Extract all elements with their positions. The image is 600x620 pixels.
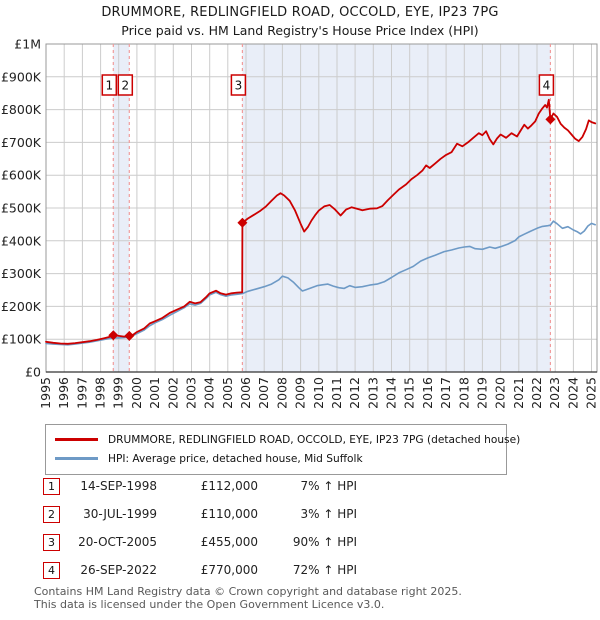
- y-tick-label: £400K: [1, 233, 42, 248]
- license-footer: Contains HM Land Registry data © Crown c…: [34, 585, 462, 611]
- transaction-vs-hpi: 72% ↑ HPI: [292, 563, 357, 577]
- page-subtitle: Price paid vs. HM Land Registry's House …: [121, 23, 479, 38]
- y-tick-label: £1M: [14, 37, 41, 52]
- x-tick-label: 2023: [547, 377, 562, 409]
- hpi-series-line: [45, 220, 597, 346]
- legend-label: HPI: Average price, detached house, Mid …: [108, 452, 363, 465]
- x-tick-label: 2018: [456, 377, 471, 409]
- title-block: DRUMMORE, REDLINGFIELD ROAD, OCCOLD, EYE…: [0, 5, 600, 38]
- x-tick-label: 2024: [565, 377, 580, 409]
- y-tick-label: £100K: [1, 332, 42, 347]
- legend-row: HPI: Average price, detached house, Mid …: [55, 449, 497, 468]
- hpi-series-swatch: [55, 457, 98, 460]
- x-tick-label: 2015: [402, 377, 417, 409]
- y-tick-label: £500K: [1, 201, 42, 216]
- sale-number-label: 1: [105, 79, 113, 93]
- x-tick-label: 2016: [420, 377, 435, 409]
- transaction-date: 26-SEP-2022: [80, 563, 157, 577]
- legend-label: DRUMMORE, REDLINGFIELD ROAD, OCCOLD, EYE…: [108, 433, 521, 446]
- x-tick-label: 2004: [202, 377, 217, 409]
- y-tick-label: £700K: [1, 135, 42, 150]
- y-tick-label: £0: [25, 365, 41, 380]
- x-tick-label: 2013: [365, 377, 380, 409]
- sale-marker: [124, 330, 135, 341]
- x-tick-label: 1995: [38, 377, 53, 409]
- x-tick-label: 1997: [74, 377, 89, 409]
- sale-number-label: 3: [235, 79, 243, 93]
- transaction-price: £770,000: [200, 563, 258, 577]
- transaction-row: 2 30-JUL-1999 £110,000 3% ↑ HPI: [43, 505, 357, 523]
- transaction-price: £110,000: [200, 507, 258, 521]
- y-tick-label: £200K: [1, 299, 42, 314]
- x-tick-label: 1999: [111, 377, 126, 409]
- x-tick-label: 2009: [293, 377, 308, 409]
- price-series-swatch: [55, 438, 98, 441]
- y-tick-label: £900K: [1, 69, 42, 84]
- transaction-vs-hpi: 3% ↑ HPI: [300, 507, 357, 521]
- transaction-price: £455,000: [200, 535, 258, 549]
- x-tick-label: 2001: [147, 377, 162, 409]
- sale-number-box: [230, 74, 247, 96]
- legend-row: DRUMMORE, REDLINGFIELD ROAD, OCCOLD, EYE…: [55, 430, 520, 449]
- x-tick-label: 2010: [311, 377, 326, 409]
- page-title: DRUMMORE, REDLINGFIELD ROAD, OCCOLD, EYE…: [101, 5, 499, 20]
- x-tick-label: 2011: [329, 377, 344, 409]
- transaction-row: 1 14-SEP-1998 £112,000 7% ↑ HPI: [43, 477, 357, 495]
- x-tick-label: 2000: [129, 377, 144, 409]
- x-tick-label: 2003: [184, 377, 199, 409]
- transaction-number-badge: 1: [43, 477, 60, 495]
- price-chart: 1 2 3 4 £0 £100K £200K £300K £400K £500K £600K £700…: [1, 37, 599, 409]
- sale-number-label: 4: [543, 79, 551, 93]
- y-tick-label: £800K: [1, 102, 42, 117]
- x-tick-label: 2021: [511, 377, 526, 409]
- sale-number-box: [117, 74, 134, 96]
- sale-marker: [108, 330, 119, 341]
- y-tick-label: £600K: [1, 168, 42, 183]
- transaction-date: 20-OCT-2005: [78, 535, 157, 549]
- transaction-number-badge: 4: [43, 561, 60, 579]
- x-tick-label: 1998: [93, 377, 108, 409]
- transaction-date: 14-SEP-1998: [80, 479, 157, 493]
- x-tick-label: 2025: [584, 377, 599, 409]
- x-tick-label: 2006: [238, 377, 253, 409]
- y-tick-label: £300K: [1, 266, 42, 281]
- x-tick-label: 2012: [347, 377, 362, 409]
- sale-number-label: 2: [121, 79, 129, 93]
- x-tick-label: 2008: [274, 377, 289, 409]
- transactions-table: 1 14-SEP-1998 £112,000 7% ↑ HPI 2 30-JUL-1999…: [43, 477, 357, 589]
- transaction-row: 4 26-SEP-2022 £770,000 72% ↑ HPI: [43, 561, 357, 579]
- transaction-number-badge: 3: [43, 533, 60, 551]
- sale-number-box: [101, 74, 118, 96]
- chart-legend: DRUMMORE, REDLINGFIELD ROAD, OCCOLD, EYE…: [45, 424, 520, 475]
- footer-line1: Contains HM Land Registry data © Crown c…: [34, 585, 462, 598]
- x-tick-label: 2019: [474, 377, 489, 409]
- x-tick-label: 2002: [165, 377, 180, 409]
- x-tick-label: 2022: [529, 377, 544, 409]
- x-tick-label: 2007: [256, 377, 271, 409]
- x-tick-label: 2014: [384, 377, 399, 409]
- sale-number-box: [538, 74, 555, 96]
- x-tick-label: 1996: [56, 377, 71, 409]
- x-tick-label: 2017: [438, 377, 453, 409]
- transaction-vs-hpi: 7% ↑ HPI: [300, 479, 357, 493]
- transaction-vs-hpi: 90% ↑ HPI: [292, 535, 357, 549]
- sale-marker: [237, 217, 248, 228]
- footer-line2: This data is licensed under the Open Gov…: [34, 598, 385, 611]
- x-tick-label: 2020: [493, 377, 508, 409]
- price-series-line: [45, 98, 597, 345]
- transaction-number-badge: 2: [43, 505, 60, 523]
- x-tick-label: 2005: [220, 377, 235, 409]
- sale-marker: [545, 114, 556, 125]
- transaction-row: 3 20-OCT-2005 £455,000 90% ↑ HPI: [43, 533, 357, 551]
- transaction-price: £112,000: [200, 479, 258, 493]
- transaction-date: 30-JUL-1999: [83, 507, 157, 521]
